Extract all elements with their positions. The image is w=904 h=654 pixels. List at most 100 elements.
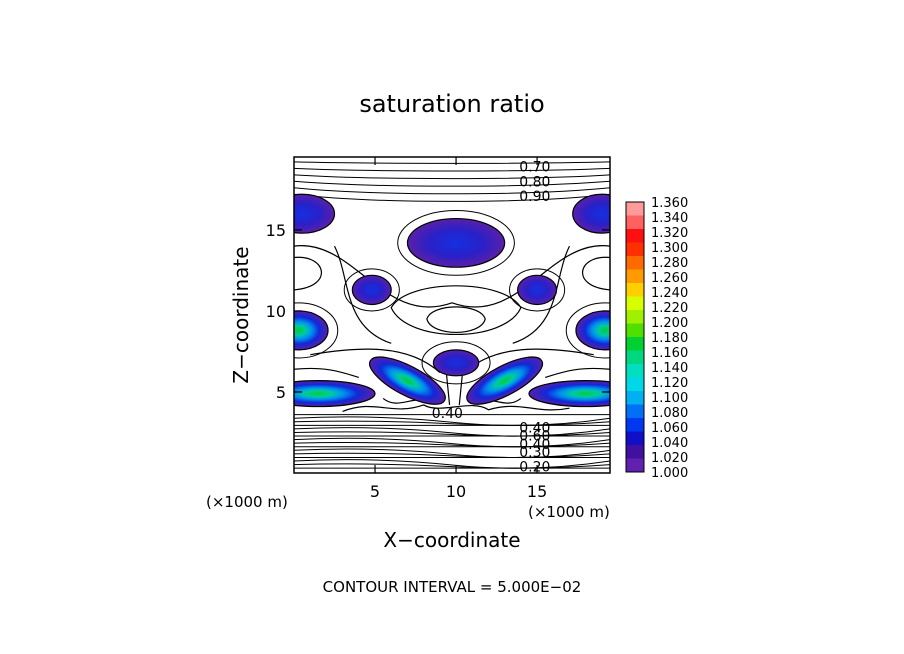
x-unit-left: (×1000 m) <box>206 493 288 511</box>
colorbar-level-label: 1.100 <box>651 391 688 406</box>
isoline <box>294 167 610 172</box>
isoline <box>421 341 491 385</box>
contour-label: 0.90 <box>519 189 550 205</box>
right-low-moist-band <box>528 380 610 408</box>
isoline <box>294 187 610 195</box>
isoline <box>294 416 610 426</box>
colorbar-level-label: 1.280 <box>651 256 688 271</box>
isoline <box>294 302 339 359</box>
isoline <box>390 285 522 336</box>
colorbar-swatch <box>626 323 644 338</box>
mid-right-moist-patch <box>517 274 558 306</box>
plot-frame <box>293 156 611 474</box>
colorbar-level-label: 1.160 <box>651 346 688 361</box>
isoline <box>445 372 464 405</box>
colorbar-level-label: 1.200 <box>651 316 688 331</box>
isoline <box>294 427 610 437</box>
x-tick-label: 5 <box>370 482 380 501</box>
colorbar-swatch <box>626 229 644 243</box>
isoline <box>397 209 515 276</box>
isoline <box>294 245 610 308</box>
isoline <box>294 431 610 437</box>
contour-label: 0.40 <box>432 406 463 422</box>
isoline <box>294 452 610 458</box>
y-axis-ticks: 5 10 15 <box>266 221 610 402</box>
isoline <box>343 268 400 312</box>
isoline <box>294 459 610 469</box>
colorbar-level-label: 1.320 <box>651 226 688 241</box>
colorbar-swatch <box>626 215 644 230</box>
isoline <box>294 161 610 164</box>
colorbar-level-label: 1.120 <box>651 376 688 391</box>
mid-left-moist-patch <box>351 274 392 306</box>
colorbar-swatch <box>626 445 644 459</box>
left-low-moist-band <box>294 380 376 408</box>
top-right-moist-patch <box>572 193 610 234</box>
isoline <box>294 256 322 291</box>
colorbar-level-label: 1.040 <box>651 436 688 451</box>
isoline <box>310 348 441 373</box>
x-axis-label: X−coordinate <box>383 528 520 552</box>
colorbar: 1.3601.3401.3201.3001.2801.2601.2401.220… <box>625 196 688 481</box>
contour-label: 0.30 <box>519 445 550 461</box>
colorbar-level-label: 1.180 <box>651 331 688 346</box>
colorbar-swatch <box>626 256 644 270</box>
colorbar-level-label: 1.060 <box>651 421 688 436</box>
isoline <box>294 367 359 378</box>
x-unit-right: (×1000 m) <box>528 503 610 521</box>
isoline <box>294 420 610 426</box>
colorbar-swatch <box>626 404 644 419</box>
right-wing-moist-patch <box>466 356 544 405</box>
isoline <box>294 448 610 459</box>
center-small-moist-patch <box>432 349 480 377</box>
colorbar-level-label: 1.260 <box>651 271 688 286</box>
contour-lines <box>294 161 610 469</box>
colorbar-swatch <box>626 310 644 324</box>
left-wing-moist-patch <box>369 356 446 405</box>
isoline <box>294 442 610 448</box>
colorbar-level-label: 1.240 <box>651 286 688 301</box>
colorbar-swatch <box>626 458 644 473</box>
x-axis-ticks: 5 10 15 <box>370 157 547 501</box>
colorbar-swatch <box>626 242 644 257</box>
colorbar-level-label: 1.080 <box>651 406 688 421</box>
contour-label: 0.20 <box>519 460 550 476</box>
contour-label: 0.80 <box>519 174 550 190</box>
plot-area: 0.700.800.900.400.400.600.400.300.20 <box>294 157 610 476</box>
y-tick-label: 15 <box>266 221 286 240</box>
y-tick-label: 5 <box>276 383 286 402</box>
colorbar-swatch <box>626 350 644 365</box>
colorbar-swatch <box>626 377 644 392</box>
isoline <box>294 180 610 187</box>
colorbar-swatch <box>626 283 644 297</box>
isoline <box>294 193 610 202</box>
contour-label: 0.60 <box>519 429 550 445</box>
colorbar-swatch <box>626 431 644 446</box>
colorbar-level-label: 1.000 <box>651 466 688 481</box>
isoline <box>426 306 486 334</box>
isoline <box>342 404 570 412</box>
colorbar-level-label: 1.300 <box>651 241 688 256</box>
colorbar-swatch <box>626 296 644 311</box>
colorbar-frame <box>625 201 645 473</box>
isoline <box>294 437 610 448</box>
colorbar-swatch <box>626 269 644 284</box>
colorbar-swatch <box>626 391 644 405</box>
contour-label: 0.40 <box>519 421 550 437</box>
top-center-moist-patch <box>406 217 506 268</box>
colorbar-level-label: 1.360 <box>651 196 688 211</box>
colorbar-swatch <box>626 337 644 351</box>
isoline <box>565 302 610 359</box>
isoline <box>582 256 610 291</box>
x-tick-label: 10 <box>446 482 466 501</box>
contour-label: 0.40 <box>519 437 550 453</box>
x-tick-label: 15 <box>527 482 547 501</box>
contour-label: 0.70 <box>519 160 550 176</box>
isoline <box>509 268 566 312</box>
contour-labels: 0.700.800.900.400.400.600.400.300.20 <box>432 160 551 476</box>
colorbar-swatch <box>626 418 644 432</box>
top-left-moist-patch <box>294 193 336 234</box>
isoline <box>545 367 610 378</box>
contour-interval-note: CONTOUR INTERVAL = 5.000E−02 <box>323 578 582 596</box>
